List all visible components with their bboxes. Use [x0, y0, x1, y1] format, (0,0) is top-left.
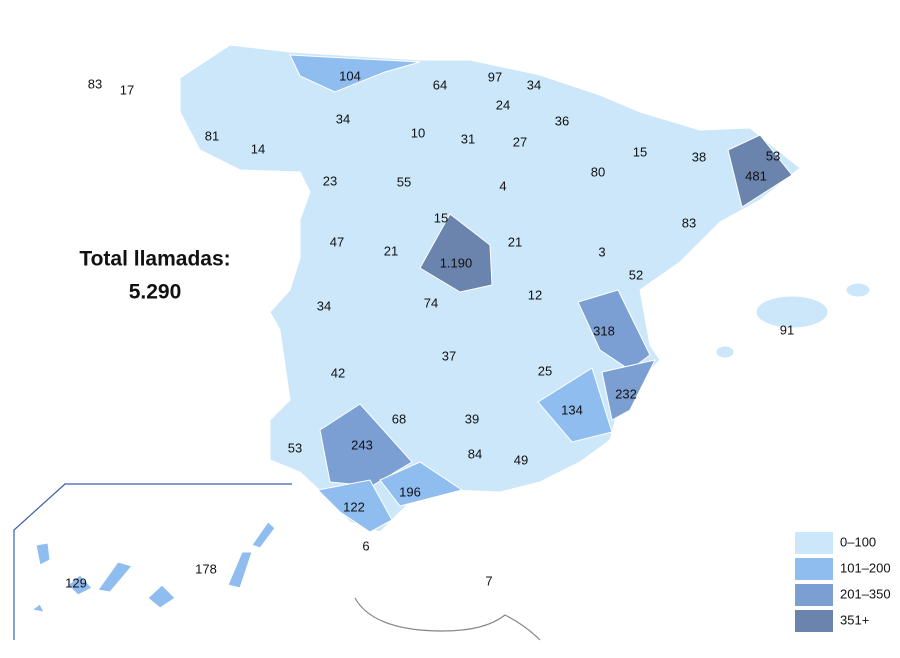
province-label: 81	[205, 128, 219, 143]
province-area	[601, 359, 656, 421]
province-area	[537, 367, 613, 443]
province-label: 47	[330, 234, 344, 249]
province-label: 24	[496, 97, 510, 112]
province-label: 34	[336, 111, 350, 126]
province-label: 1.190	[440, 255, 473, 270]
province-label: 232	[615, 386, 637, 401]
province-label: 36	[555, 113, 569, 128]
province-label: 39	[465, 411, 479, 426]
province-label: 38	[692, 149, 706, 164]
province-label: 27	[513, 134, 527, 149]
balearic-island	[845, 282, 871, 298]
province-label: 134	[561, 402, 583, 417]
province-label: 53	[766, 148, 780, 163]
mainland	[179, 44, 801, 533]
province-label: 49	[514, 452, 528, 467]
province-label: 122	[343, 499, 365, 514]
province-label: 15	[633, 144, 647, 159]
canary-island	[97, 561, 133, 593]
canary-island	[147, 584, 176, 609]
canary-island	[251, 521, 276, 549]
province-label: 31	[461, 131, 475, 146]
province-area	[727, 134, 793, 208]
province-label: 74	[424, 295, 438, 310]
province-label: 23	[323, 173, 337, 188]
province-label: 10	[411, 125, 425, 140]
province-label: 12	[528, 287, 542, 302]
province-label: 68	[392, 411, 406, 426]
province-label: 52	[629, 267, 643, 282]
province-label: 55	[397, 174, 411, 189]
province-label: 15	[434, 210, 448, 225]
province-label: 83	[88, 76, 102, 91]
province-label: 3	[598, 244, 605, 259]
province-label: 14	[251, 141, 265, 156]
coast-line	[354, 597, 541, 641]
province-label: 178	[195, 561, 217, 576]
province-label: 21	[508, 234, 522, 249]
province-label: 42	[331, 365, 345, 380]
legend-swatch	[795, 558, 833, 580]
province-label: 196	[399, 484, 421, 499]
province-area	[379, 461, 464, 507]
province-area	[289, 54, 421, 93]
province-label: 7	[485, 573, 492, 588]
legend-label: 351+	[840, 612, 869, 627]
province-label: 21	[384, 243, 398, 258]
province-label: 64	[433, 77, 447, 92]
province-label: 481	[745, 168, 767, 183]
province-label: 4	[499, 178, 506, 193]
canary-island	[67, 574, 93, 596]
province-label: 6	[362, 538, 369, 553]
province-area	[577, 289, 651, 371]
legend-label: 101–200	[840, 560, 891, 575]
legend-label: 0–100	[840, 534, 876, 549]
province-area	[316, 479, 393, 533]
legend-swatch	[795, 610, 833, 632]
province-label: 83	[682, 215, 696, 230]
province-area	[319, 403, 413, 487]
legend-swatch	[795, 532, 833, 554]
inset-border	[13, 483, 292, 640]
land	[30, 44, 871, 613]
province-label: 84	[468, 446, 482, 461]
province-label: 243	[351, 437, 373, 452]
title: Total llamadas:	[79, 248, 230, 271]
balearic-island	[755, 295, 829, 329]
total: 5.290	[129, 281, 182, 304]
province-label: 318	[593, 323, 615, 338]
canary-island	[227, 551, 253, 589]
province-label: 53	[288, 440, 302, 455]
province-label: 80	[591, 164, 605, 179]
legend-swatch	[795, 584, 833, 606]
province-label: 129	[65, 575, 87, 590]
province-label: 104	[339, 68, 361, 83]
province-label: 25	[538, 363, 552, 378]
province-label: 34	[317, 298, 331, 313]
legend-label: 201–350	[840, 586, 891, 601]
canary-island	[35, 542, 51, 566]
province-label: 97	[488, 69, 502, 84]
province-label: 37	[442, 348, 456, 363]
province-label: 91	[780, 322, 794, 337]
province-label: 17	[120, 82, 134, 97]
province-label: 34	[527, 77, 541, 92]
canary-island	[30, 603, 45, 613]
province-area	[419, 213, 493, 293]
balearic-island	[715, 345, 735, 359]
